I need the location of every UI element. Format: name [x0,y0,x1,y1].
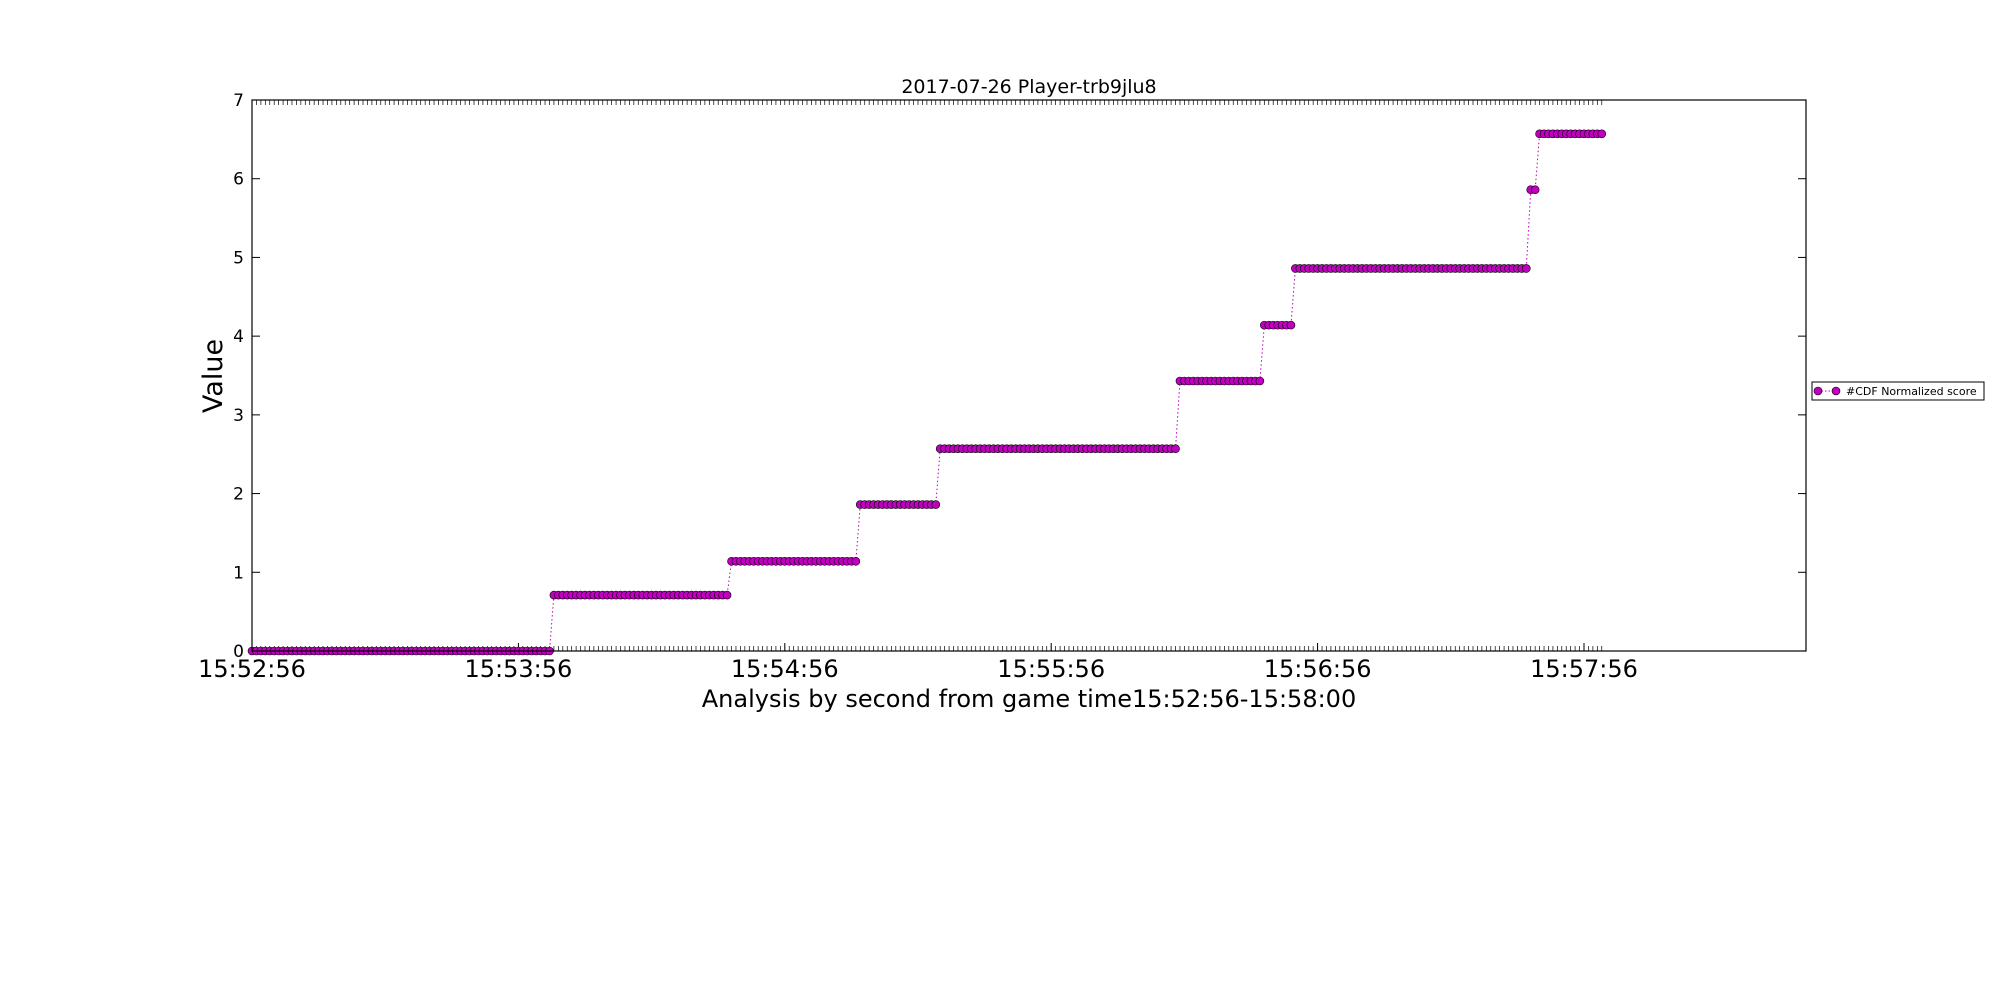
series-layer [247,129,1607,656]
x-tick-label: 15:55:56 [997,655,1105,683]
data-point [1530,185,1540,195]
data-point [1521,264,1531,273]
data-point [931,500,941,509]
data-point [851,556,861,566]
y-tick-label: 2 [233,485,244,505]
x-axis-label: Analysis by second from game time15:52:5… [702,685,1356,713]
x-tick-label: 15:53:56 [465,655,573,683]
data-point [1286,320,1296,330]
x-tick-label: 15:52:56 [198,655,306,683]
y-tick-label: 5 [233,248,244,268]
y-tick-label: 3 [233,406,244,426]
data-point [1171,444,1180,454]
legend-box [1811,381,1985,401]
y-tick-label: 7 [233,91,244,111]
y-axis-label: Value [198,339,229,413]
y-tick-label: 0 [233,642,244,662]
legend-marker [1813,386,1823,396]
y-tick-label: 4 [233,327,244,347]
tick-labels: 0 1 2 3 4 5 6 7 15:52:56 15:53:56 15:54:56 15:55:56… [198,91,1638,683]
plot-frame [251,99,1807,652]
x-tick-label: 15:54:56 [731,655,839,683]
legend: #CDF Normalized score [1811,381,1985,401]
y-tick-label: 6 [233,170,244,190]
chart-title: 2017-07-26 Player-trb9jlu8 [901,76,1156,98]
data-point [722,590,732,600]
y-tick-label: 1 [233,563,244,583]
x-tick-label: 15:57:56 [1530,655,1638,683]
legend-label: #CDF Normalized score [1846,385,1977,398]
legend-marker [1831,386,1841,396]
data-point [1597,129,1607,139]
data-point [1255,376,1265,386]
x-tick-label: 15:56:56 [1264,655,1372,683]
